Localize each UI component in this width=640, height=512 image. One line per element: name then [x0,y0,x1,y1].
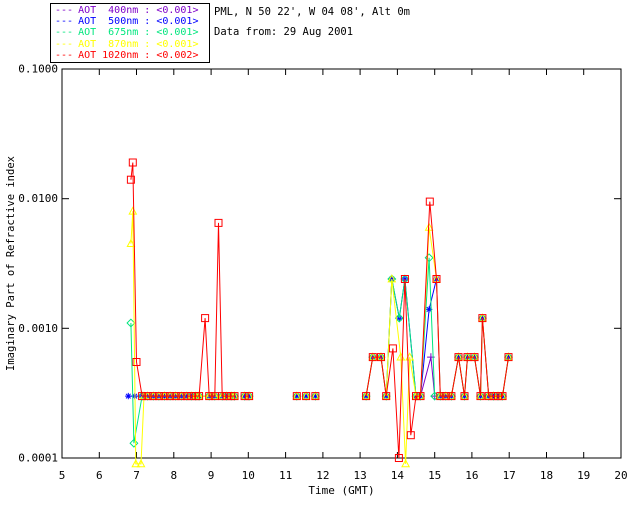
plot-frame: 5 6 7 8 9 10 11 12 13 14 15 16 17 18 19 20 0.1000 0.0100 0… [5,63,628,498]
x-tick-label: 17 [503,469,516,482]
series-aot-1020nm [126,158,513,462]
series-aot-675nm [126,253,514,448]
x-tick-label: 8 [170,469,177,482]
legend-label-500nm: AOT 500nm : <0.001> [78,16,199,28]
x-axis-title: Time (GMT) [308,484,374,497]
legend-line-sample-1020nm: --- [55,49,74,61]
legend-item-500nm: --- AOT 500nm : <0.001> [55,16,209,27]
legend-label-870nm: AOT 870nm : <0.001> [78,38,199,50]
x-tick-label: 10 [242,469,255,482]
x-tick-label: 11 [279,469,292,482]
data-date-text: Data from: 29 Aug 2001 [214,26,354,38]
legend-label-1020nm: AOT 1020nm : <0.002> [78,49,199,61]
legend-item-675nm: --- AOT 675nm : <0.001> [55,27,209,38]
y-tick-label: 0.0001 [18,452,58,465]
legend-label-400nm: AOT 400nm : <0.001> [78,5,199,17]
x-tick-label: 15 [428,469,441,482]
legend-box: --- AOT 400nm : <0.001> --- AOT 500nm : <0… [50,3,210,63]
y-tick-label: 0.1000 [18,63,58,76]
x-tick-label: 18 [540,469,553,482]
series-aot-870nm [126,206,513,468]
legend-item-1020nm: --- AOT 1020nm : <0.002> [55,50,209,61]
legend-line-sample-675nm: --- [55,27,74,39]
legend-line-sample-500nm: --- [55,16,74,28]
legend-line-sample-400nm: --- [55,5,74,17]
x-tick-label: 20 [614,469,627,482]
legend-line-sample-870nm: --- [55,38,74,50]
legend-label-675nm: AOT 675nm : <0.001> [78,27,199,39]
plot-header: PML, N 50 22', W 04 08', Alt 0m Data fro… [214,6,410,38]
legend-item-870nm: --- AOT 870nm : <0.001> [55,39,209,50]
y-tick-label: 0.0010 [18,322,58,335]
y-axis-title: Imaginary Part of Refractive index [5,156,17,371]
x-tick-label: 12 [316,469,329,482]
x-tick-label: 7 [133,469,140,482]
x-tick-label: 14 [391,469,405,482]
x-tick-label: 5 [59,469,66,482]
x-tick-label: 16 [465,469,478,482]
station-location-text: PML, N 50 22', W 04 08', Alt 0m [214,6,410,18]
x-tick-label: 13 [353,469,366,482]
legend-item-400nm: --- AOT 400nm : <0.001> [55,5,209,16]
x-tick-label: 9 [208,469,215,482]
x-tick-label: 19 [577,469,590,482]
y-tick-label: 0.0100 [18,192,58,205]
x-tick-label: 6 [96,469,103,482]
